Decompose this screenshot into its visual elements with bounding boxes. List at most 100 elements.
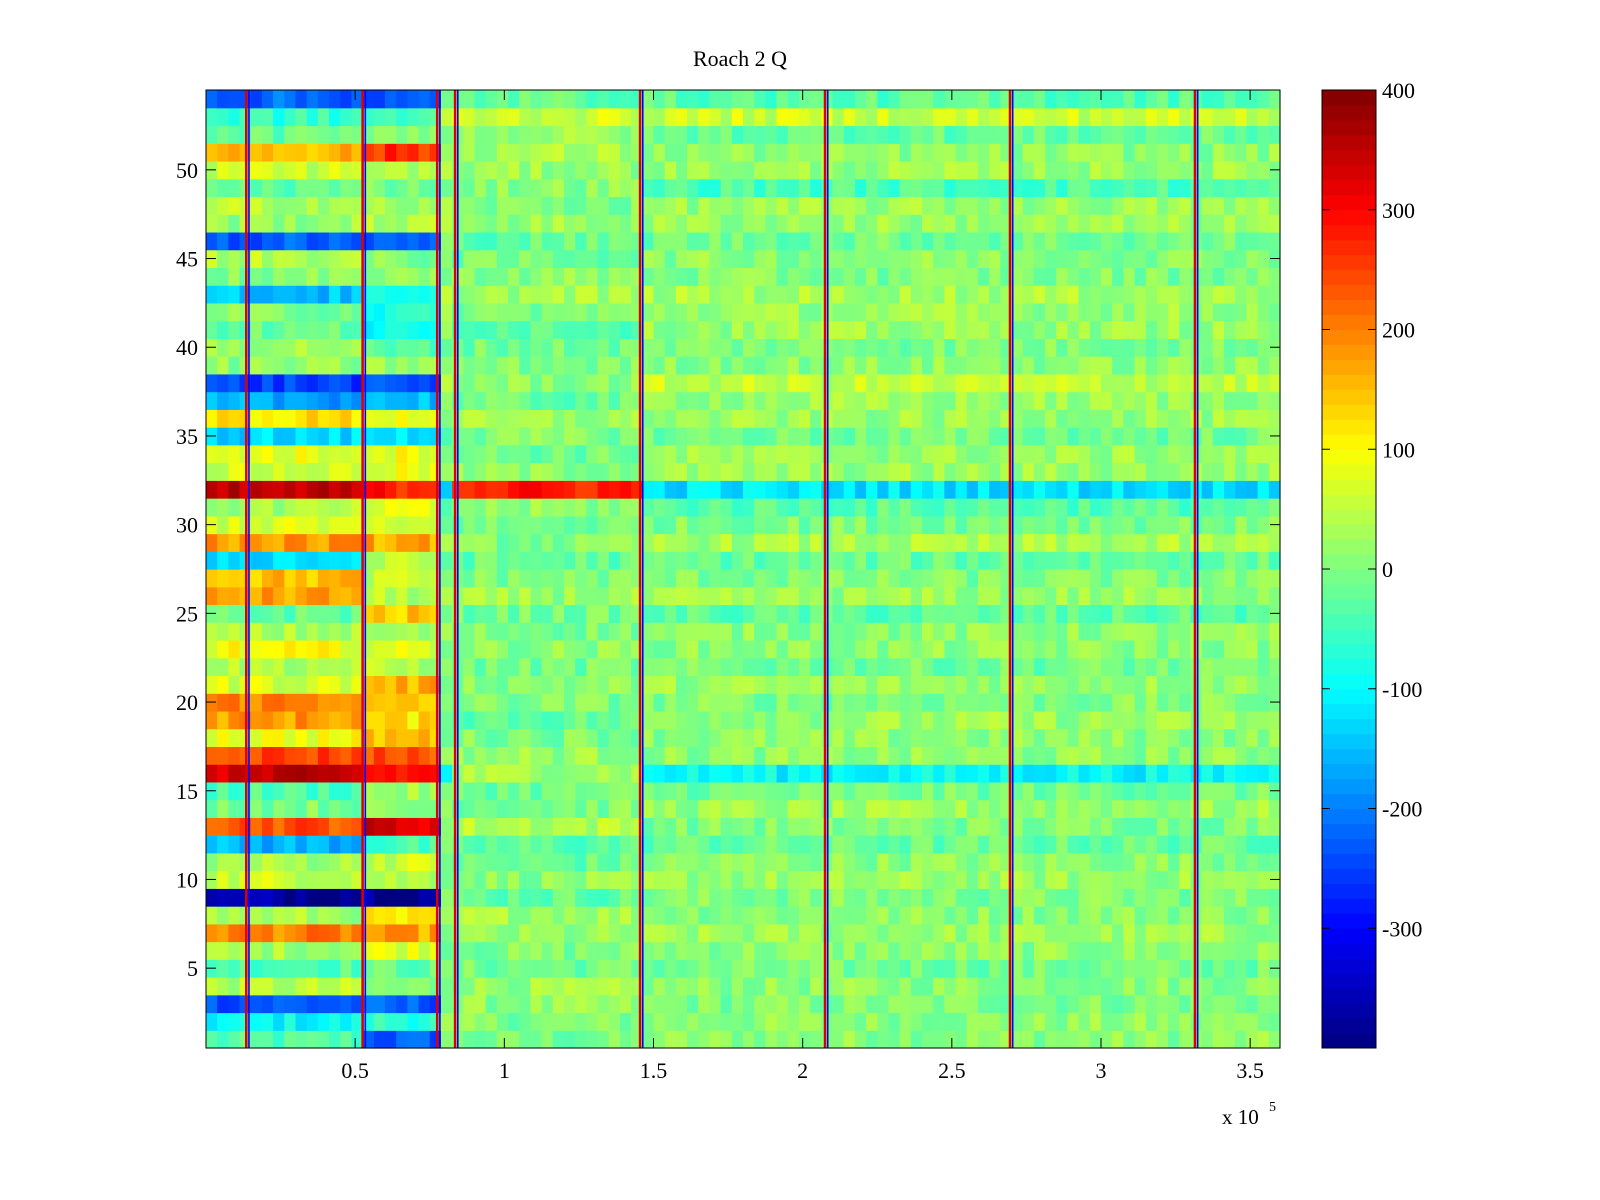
heatmap-cell	[1101, 249, 1113, 269]
heatmap-cell	[854, 338, 867, 357]
heatmap-cell	[619, 196, 632, 215]
heatmap-cell	[776, 569, 789, 588]
heatmap-cell	[261, 994, 274, 1014]
heatmap-cell	[1101, 764, 1113, 783]
heatmap-cell	[351, 994, 364, 1014]
heatmap-cell	[564, 728, 576, 748]
heatmap-cell	[273, 852, 285, 872]
heatmap-cell	[541, 906, 554, 925]
heatmap-cell	[944, 249, 957, 269]
heatmap-cell	[619, 302, 632, 322]
heatmap-cell	[910, 781, 923, 801]
heatmap-cell	[910, 852, 923, 872]
heatmap-cell	[754, 143, 766, 162]
heatmap-cell	[1201, 941, 1214, 960]
heatmap-cell	[418, 888, 431, 907]
heatmap-cell	[765, 338, 778, 357]
heatmap-cell	[642, 657, 655, 677]
heatmap-cell	[922, 285, 934, 304]
heatmap-cell	[317, 852, 330, 872]
heatmap-cell	[1224, 338, 1236, 357]
heatmap-cell	[989, 249, 1001, 269]
heatmap-cell	[720, 923, 733, 943]
heatmap-cell	[1000, 817, 1013, 836]
heatmap-cell	[1224, 728, 1236, 748]
heatmap-cell	[899, 515, 912, 535]
heatmap-cell	[564, 480, 576, 499]
heatmap-cell	[474, 586, 487, 606]
heatmap-cell	[564, 746, 576, 765]
heatmap-cell	[989, 710, 1001, 730]
heatmap-cell	[1112, 710, 1124, 730]
heatmap-cell	[217, 870, 229, 889]
heatmap-cell	[1134, 267, 1147, 286]
heatmap-cell	[832, 622, 845, 641]
heatmap-cell	[1045, 959, 1057, 978]
heatmap-cell	[743, 462, 755, 481]
heatmap-cell	[407, 125, 420, 144]
heatmap-cell	[440, 888, 453, 907]
heatmap-cell	[899, 675, 912, 694]
heatmap-cell	[1212, 994, 1225, 1014]
heatmap-cell	[664, 923, 677, 943]
heatmap-cell	[508, 267, 520, 286]
heatmap-cell	[955, 1012, 968, 1031]
heatmap-cell	[351, 728, 364, 748]
heatmap-cell	[1145, 125, 1158, 144]
heatmap-cell	[1145, 817, 1158, 836]
heatmap-cell	[418, 1030, 431, 1049]
heatmap-cell	[1000, 569, 1013, 588]
heatmap-cell	[530, 977, 543, 996]
heatmap-cell	[552, 977, 565, 996]
heatmap-cell	[261, 728, 274, 748]
heatmap-cell	[1235, 498, 1248, 517]
heatmap-cell	[1011, 906, 1024, 925]
heatmap-cell	[597, 551, 610, 570]
heatmap-cell	[687, 160, 699, 180]
heatmap-cell	[418, 1012, 431, 1031]
heatmap-cell	[508, 852, 520, 872]
heatmap-cell	[1045, 391, 1057, 410]
heatmap-cell	[463, 781, 476, 801]
heatmap-cell	[675, 622, 688, 641]
heatmap-cell	[329, 427, 341, 446]
heatmap-cell	[1156, 835, 1169, 854]
heatmap-cell	[664, 533, 677, 552]
heatmap-cell	[351, 427, 364, 446]
heatmap-cell	[1235, 604, 1248, 623]
heatmap-cell	[765, 906, 778, 925]
heatmap-cell	[250, 604, 263, 623]
heatmap-cell	[1246, 799, 1259, 818]
heatmap-cell	[1078, 160, 1091, 180]
heatmap-cell	[910, 693, 923, 712]
heatmap-cell	[754, 639, 766, 659]
heatmap-cell	[1190, 214, 1203, 233]
heatmap-cell	[530, 941, 543, 960]
heatmap-cell	[407, 977, 420, 996]
heatmap-cell	[608, 888, 621, 907]
heatmap-cell	[1179, 498, 1192, 517]
heatmap-cell	[541, 835, 554, 854]
heatmap-cell	[564, 1012, 576, 1031]
heatmap-cell	[687, 178, 699, 198]
heatmap-cell	[519, 427, 532, 446]
heatmap-cell	[1089, 746, 1102, 765]
heatmap-cell	[888, 320, 901, 339]
heatmap-cell	[351, 977, 364, 996]
heatmap-cell	[877, 498, 890, 517]
heatmap-cell	[866, 302, 878, 322]
heatmap-cell	[429, 835, 442, 854]
heatmap-cell	[933, 622, 945, 641]
heatmap-cell	[776, 586, 789, 606]
heatmap-cell	[1056, 1012, 1069, 1031]
heatmap-cell	[798, 710, 811, 730]
heatmap-cell	[295, 604, 308, 623]
heatmap-cell	[564, 888, 576, 907]
heatmap-cell	[631, 143, 643, 162]
heatmap-cell	[989, 941, 1001, 960]
heatmap-cell	[373, 870, 386, 889]
heatmap-cell	[754, 1030, 766, 1049]
heatmap-cell	[519, 214, 532, 233]
heatmap-cell	[888, 764, 901, 783]
heatmap-cell	[217, 569, 229, 588]
